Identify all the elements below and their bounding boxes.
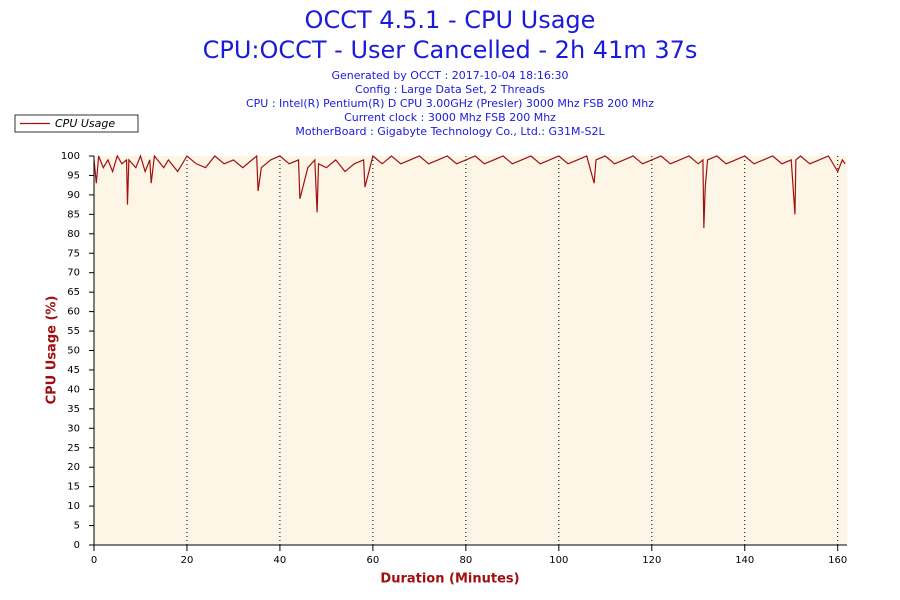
y-tick-label: 15: [67, 482, 80, 493]
x-tick-label: 120: [642, 555, 661, 566]
legend-box: [14, 114, 139, 133]
y-tick-label: 0: [74, 540, 80, 551]
chart-title: OCCT 4.5.1 - CPU Usage: [305, 6, 596, 34]
x-axis-label: Duration (Minutes): [380, 572, 519, 587]
y-axis-label: CPU Usage (%): [45, 296, 60, 405]
y-tick-label: 70: [67, 268, 80, 279]
y-tick-label: 45: [67, 365, 80, 376]
y-tick-label: 20: [67, 462, 80, 473]
y-tick-label: 5: [74, 521, 80, 532]
y-tick-label: 80: [67, 229, 80, 240]
data-line: [93, 154, 846, 228]
y-tick-label: 55: [67, 326, 80, 337]
y-tick-label: 30: [67, 423, 80, 434]
y-tick-label: 95: [67, 170, 80, 181]
chart-subtitle: CPU:OCCT - User Cancelled - 2h 41m 37s: [203, 36, 698, 64]
legend-label: CPU Usage: [55, 117, 115, 130]
y-tick-label: 85: [67, 209, 80, 220]
x-tick-label: 100: [549, 555, 568, 566]
y-tick-label: 10: [67, 501, 80, 512]
y-tick-label: 35: [67, 404, 80, 415]
x-tick-label: 60: [367, 555, 380, 566]
x-tick-label: 80: [459, 555, 472, 566]
y-tick-label: 40: [67, 384, 80, 395]
y-tick-label: 90: [67, 190, 80, 201]
y-tick-label: 100: [61, 151, 80, 162]
info-line: CPU : Intel(R) Pentium(R) D CPU 3.00GHz …: [246, 97, 654, 110]
x-tick-label: 160: [828, 555, 847, 566]
x-tick-label: 40: [274, 555, 287, 566]
y-tick-label: 25: [67, 443, 80, 454]
y-tick-label: 60: [67, 307, 80, 318]
info-line: Current clock : 3000 Mhz FSB 200 Mhz: [344, 111, 556, 124]
x-tick-label: 140: [735, 555, 754, 566]
x-tick-label: 0: [91, 555, 97, 566]
y-tick-label: 65: [67, 287, 80, 298]
info-line: Config : Large Data Set, 2 Threads: [355, 83, 545, 96]
y-tick-label: 75: [67, 248, 80, 259]
y-tick-label: 50: [67, 346, 80, 357]
info-line: MotherBoard : Gigabyte Technology Co., L…: [295, 125, 605, 138]
plot-area: [94, 156, 847, 545]
x-tick-label: 20: [181, 555, 194, 566]
info-line: Generated by OCCT : 2017-10-04 18:16:30: [331, 69, 568, 82]
